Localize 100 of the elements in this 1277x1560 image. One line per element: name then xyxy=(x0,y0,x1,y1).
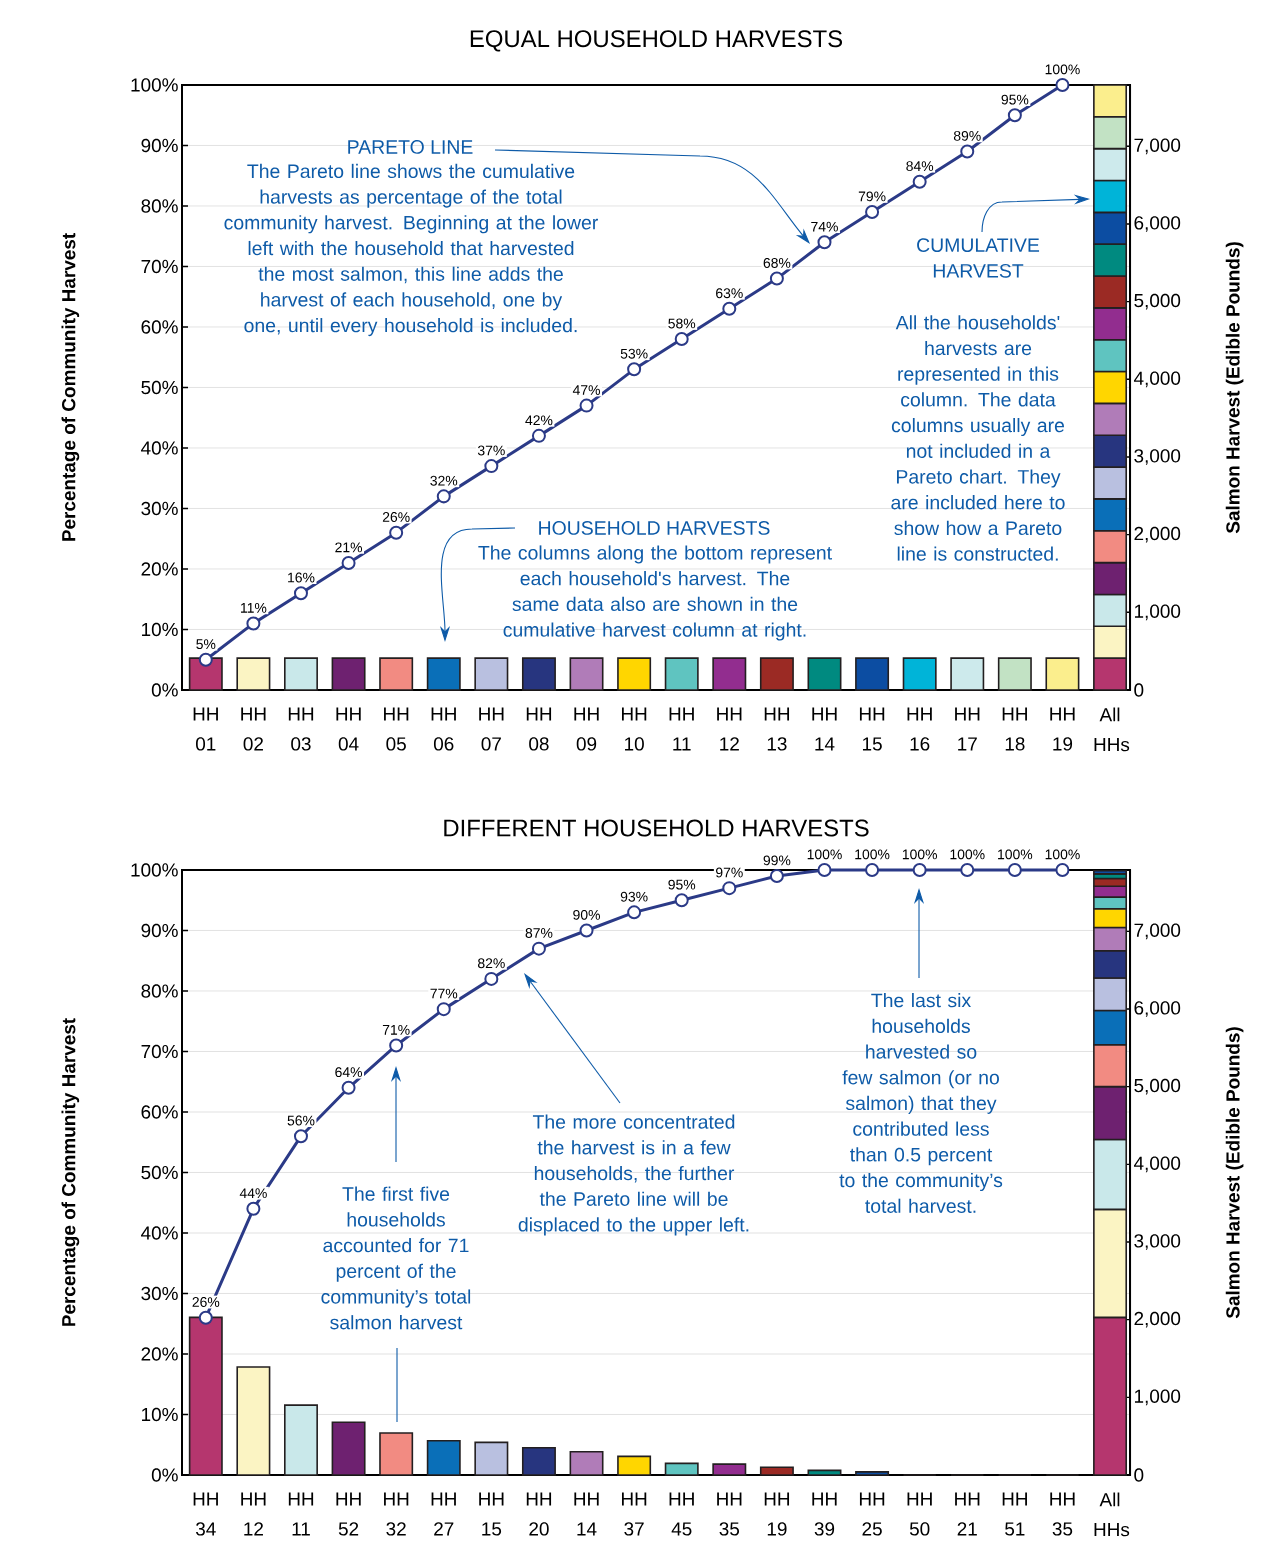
x-tick-label: HH 21 xyxy=(955,1492,980,1536)
data-label: 26% xyxy=(192,1297,220,1307)
data-label: 71% xyxy=(382,1024,410,1035)
y2-tick-label: 3,000 xyxy=(1134,449,1181,465)
y-tick-label: 20% xyxy=(141,1347,178,1361)
point xyxy=(865,205,880,220)
point xyxy=(436,1002,451,1017)
y-tick-label: 70% xyxy=(141,259,178,274)
y2-tick-label: 2,000 xyxy=(1134,1311,1181,1328)
point xyxy=(817,235,832,250)
data-label: 16% xyxy=(288,572,315,583)
data-label: 95% xyxy=(1001,94,1029,105)
data-label: 84% xyxy=(906,161,934,172)
point xyxy=(246,616,261,631)
y-tick-label: 40% xyxy=(141,1226,178,1240)
annotation: The Pareto line shows the cumulative harvests as percentage of the total community harvest. Beginning at the lower left with the household that harvested the most salmon, this line adds the harvest of each household, one by one, until every household is included. xyxy=(224,163,598,337)
point xyxy=(389,1038,404,1053)
y2-tick-label: 3,000 xyxy=(1134,1234,1181,1250)
data-label: 26% xyxy=(382,512,410,522)
y2-tick-label: 5,000 xyxy=(1134,1078,1181,1095)
x-tick-label: HH 12 xyxy=(717,707,742,751)
x-tick-label: HH 39 xyxy=(812,1492,837,1536)
x-tick-label: HH 35 xyxy=(717,1492,742,1536)
text: All the households' harvests are represented in this column. The data columns usually are not included in a Pareto chart. They are included here to show how a Pareto line is constructed. xyxy=(891,315,1065,561)
point xyxy=(769,271,784,286)
point xyxy=(293,586,308,601)
point xyxy=(722,881,737,896)
x-tick-label: HH 01 xyxy=(193,707,218,751)
x-tick-label: HH 18 xyxy=(1002,707,1027,751)
data-label: 89% xyxy=(953,130,981,141)
y-tick-label: 50% xyxy=(141,380,178,395)
annotation: The columns along the bottom represent each household's harvest. The same data also are shown in the cumulative harvest column at right. xyxy=(478,545,832,641)
y-tick-label: 70% xyxy=(141,1044,178,1059)
x-tick-label: HH 25 xyxy=(859,1492,885,1536)
x-tick-label: HH 27 xyxy=(431,1492,456,1536)
y-tick-label: 10% xyxy=(142,1407,178,1422)
data-label: 37% xyxy=(477,445,505,456)
point xyxy=(960,144,975,159)
data-label: 64% xyxy=(335,1067,363,1078)
x-tick-label: HH 14 xyxy=(574,1492,599,1536)
point xyxy=(484,971,499,986)
data-label: 74% xyxy=(811,221,838,232)
x-tick-label: HH 51 xyxy=(1002,1492,1027,1536)
data-label: 42% xyxy=(525,415,553,426)
y-axis-title: Percentage of Community Harvest xyxy=(61,1018,80,1326)
chart-title: DIFFERENT HOUSEHOLD HARVESTS xyxy=(444,819,869,837)
x-tick-label: HH 16 xyxy=(907,707,932,751)
x-tick-label: HH 13 xyxy=(764,707,790,751)
x-tick-label: HH 35 xyxy=(1050,1492,1075,1536)
x-tick-label: HH 09 xyxy=(574,707,599,751)
point xyxy=(531,941,546,956)
x-tick-label: HH 15 xyxy=(479,1492,504,1536)
point xyxy=(198,1310,213,1325)
x-tick-label: HH 20 xyxy=(526,1492,552,1536)
point xyxy=(341,555,356,570)
data-label: 90% xyxy=(573,909,600,920)
y-tick-label: 100% xyxy=(131,863,178,877)
x-tick-label: HH 02 xyxy=(241,707,266,751)
point xyxy=(769,869,784,884)
bar xyxy=(1093,869,1128,875)
data-label: 21% xyxy=(335,542,363,553)
y-tick-label: 20% xyxy=(141,562,178,576)
x-tick-label: HH 04 xyxy=(336,707,361,751)
point xyxy=(484,459,499,474)
x-tick-label: HH 19 xyxy=(764,1492,790,1536)
x-tick-label: All HHs xyxy=(1094,707,1130,752)
data-label: 99% xyxy=(763,855,791,866)
x-tick-label: HH 06 xyxy=(431,707,456,751)
y-tick-label: 90% xyxy=(141,923,178,938)
x-tick-label: HH 45 xyxy=(669,1492,694,1536)
data-label: 44% xyxy=(239,1188,267,1199)
y2-tick-label: 7,000 xyxy=(1134,923,1181,940)
data-label: 95% xyxy=(668,879,696,890)
x-tick-label: HH 14 xyxy=(812,707,837,751)
data-label: 11% xyxy=(241,602,267,613)
data-label: 63% xyxy=(716,288,743,299)
y-tick-label: 30% xyxy=(141,501,178,516)
y-tick-label: 0% xyxy=(151,683,178,697)
y2-tick-label: 0 xyxy=(1134,683,1144,697)
data-label: 100% xyxy=(1045,64,1080,75)
data-label: 32% xyxy=(430,475,458,486)
y-tick-label: 80% xyxy=(141,984,178,998)
data-label: 79% xyxy=(858,191,886,202)
point xyxy=(389,525,404,540)
y-tick-label: 10% xyxy=(142,622,178,637)
point xyxy=(1055,77,1070,92)
point xyxy=(246,1201,261,1216)
x-tick-label: HH 19 xyxy=(1050,707,1075,751)
data-label: 100% xyxy=(998,849,1033,860)
x-tick-label: HH 34 xyxy=(193,1492,218,1536)
point xyxy=(912,174,927,189)
annotation: CUMULATIVE HARVEST xyxy=(917,238,1040,278)
data-label: 53% xyxy=(620,348,648,359)
x-tick-label: HH 10 xyxy=(622,707,647,751)
y-tick-label: 100% xyxy=(131,78,178,92)
x-tick-label: HH 37 xyxy=(622,1492,647,1536)
y-axis-title: Percentage of Community Harvest xyxy=(61,233,80,541)
data-label: 100% xyxy=(855,849,890,860)
data-label: 68% xyxy=(763,257,791,268)
data-label: 97% xyxy=(716,867,743,878)
